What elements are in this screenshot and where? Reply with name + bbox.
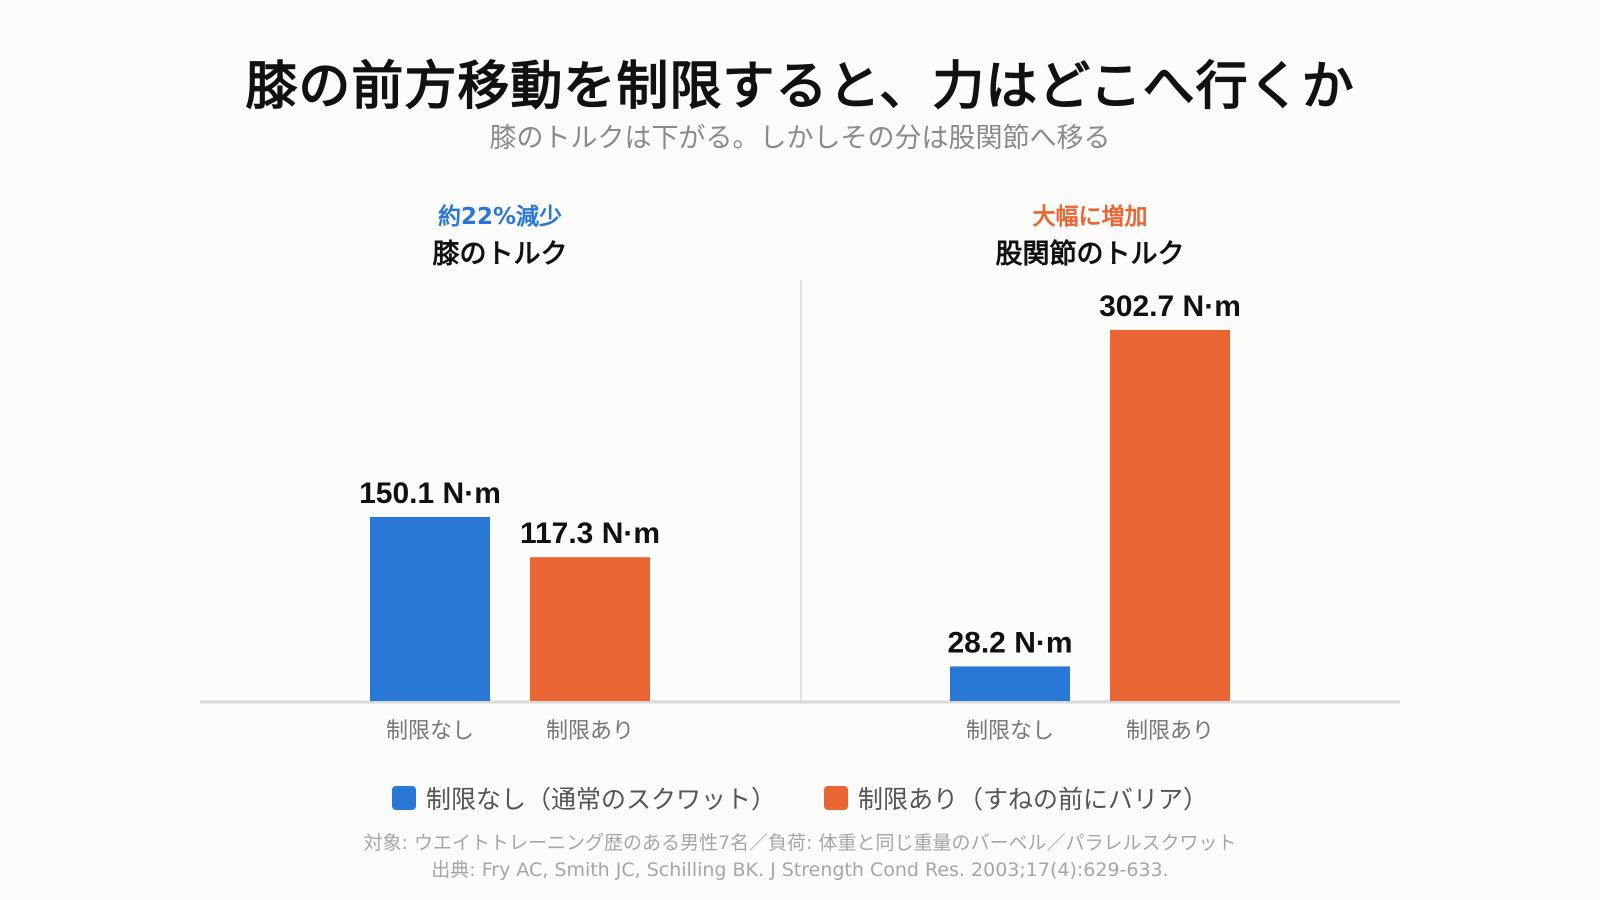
- knee-panel-title: 膝のトルク: [432, 239, 568, 270]
- legend-swatch-no-restriction: [391, 786, 416, 810]
- hip-category-label-no-restriction: 制限なし: [966, 719, 1054, 744]
- hip-category-label-restriction: 制限あり: [1126, 719, 1214, 744]
- knee-category-label-restriction: 制限あり: [546, 719, 634, 744]
- chart-subtitle: 膝のトルクは下がる。しかしその分は股関節へ移る: [489, 123, 1111, 154]
- knee-value-label-restriction: 117.3 N·m: [520, 517, 660, 550]
- hip-value-label-restriction: 302.7 N·m: [1099, 290, 1241, 323]
- knee-value-label-no-restriction: 150.1 N·m: [359, 477, 501, 510]
- legend-label-restriction: 制限あり（すねの前にバリア）: [858, 785, 1209, 814]
- hip-panel-note: 大幅に増加: [1032, 204, 1148, 230]
- legend-item-no-restriction: 制限なし（通常のスクワット）: [391, 780, 776, 816]
- hip-value-label-no-restriction: 28.2 N·m: [947, 626, 1072, 659]
- knee-bar-restriction: [530, 557, 650, 701]
- knee-panel-note: 約22%減少: [437, 204, 563, 230]
- chart-title: 膝の前方移動を制限すると、力はどこへ行くか: [245, 57, 1355, 117]
- hip-bar-restriction: [1110, 329, 1230, 701]
- knee-bar-no-restriction: [370, 517, 490, 701]
- legend-label-no-restriction: 制限なし（通常のスクワット）: [425, 785, 776, 814]
- hip-panel-title: 股関節のトルク: [995, 239, 1185, 270]
- footnote-source: 出典: Fry AC, Smith JC, Schilling BK. J St…: [431, 859, 1169, 881]
- legend-item-restriction: 制限あり（すねの前にバリア）: [824, 780, 1208, 816]
- knee-category-label-no-restriction: 制限なし: [386, 719, 474, 744]
- legend: 制限なし（通常のスクワット） 制限あり（すねの前にバリア）: [0, 780, 1600, 816]
- hip-bar-no-restriction: [950, 666, 1070, 701]
- legend-swatch-restriction: [824, 786, 848, 810]
- footnote-subjects: 対象: ウエイトトレーニング歴のある男性7名／負荷: 体重と同じ重量のバーベル／…: [363, 832, 1237, 854]
